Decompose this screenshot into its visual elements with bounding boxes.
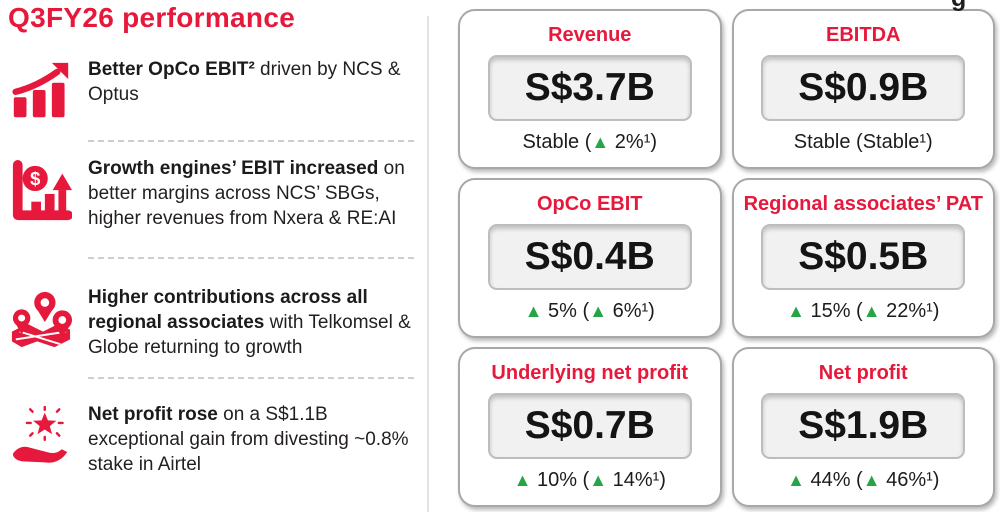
vertical-divider bbox=[427, 16, 429, 512]
cropped-letter-fragment: g bbox=[951, 0, 966, 13]
dashed-divider bbox=[88, 140, 414, 142]
metric-value: S$0.5B bbox=[798, 235, 929, 278]
highlight-text: Growth engines’ EBIT increased on better… bbox=[88, 156, 420, 231]
metric-card: OpCo EBIT S$0.4B ▲ 5% (▲ 6%¹) bbox=[458, 178, 722, 338]
metric-value-box: S$3.7B bbox=[487, 55, 692, 121]
metric-value-box: S$0.7B bbox=[487, 393, 692, 459]
dollar-growth-chart-icon: $ bbox=[6, 160, 76, 224]
highlight-rest: driven by NCS & Optus bbox=[88, 59, 401, 105]
metric-change: ▲ 15% (▲ 22%¹) bbox=[787, 300, 940, 322]
highlight-text: Net profit rose on a S$1.1B exceptional … bbox=[88, 402, 420, 477]
metric-value-box: S$0.5B bbox=[761, 224, 966, 290]
map-pins-icon bbox=[6, 289, 76, 351]
metric-card: EBITDA S$0.9B Stable (Stable¹) bbox=[731, 9, 995, 169]
highlight-bold: Better OpCo EBIT² bbox=[88, 59, 255, 80]
up-triangle-icon: ▲ bbox=[513, 470, 532, 490]
metric-value: S$0.4B bbox=[524, 235, 655, 278]
metric-change: ▲ 10% (▲ 14%¹) bbox=[513, 469, 666, 491]
bar-chart-rising-icon bbox=[6, 61, 76, 119]
metric-label: OpCo EBIT bbox=[536, 193, 643, 215]
metric-change: ▲ 5% (▲ 6%¹) bbox=[524, 300, 655, 322]
metric-value: S$3.7B bbox=[524, 66, 655, 109]
up-triangle-icon: ▲ bbox=[787, 470, 805, 490]
metric-card: Underlying net profit S$0.7B ▲ 10% (▲ 14… bbox=[458, 347, 722, 507]
metric-value-box: S$0.4B bbox=[487, 224, 692, 290]
up-triangle-icon: ▲ bbox=[862, 301, 881, 321]
up-triangle-icon: ▲ bbox=[591, 132, 610, 152]
up-triangle-icon: ▲ bbox=[524, 301, 543, 321]
metric-change: ▲ 44% (▲ 46%¹) bbox=[787, 469, 940, 491]
highlight-regional-associates: Higher contributions across all regional… bbox=[6, 285, 426, 360]
metric-label: EBITDA bbox=[826, 24, 901, 46]
highlight-bold: Growth engines’ EBIT increased bbox=[88, 158, 379, 179]
metric-value: S$1.9B bbox=[798, 404, 929, 447]
dashed-divider bbox=[88, 257, 414, 259]
up-triangle-icon: ▲ bbox=[862, 470, 881, 490]
highlight-rest: on better margins across NCS’ SBGs, high… bbox=[88, 158, 405, 229]
highlight-net-profit: Net profit rose on a S$1.1B exceptional … bbox=[6, 402, 426, 477]
metrics-grid: Revenue S$3.7B Stable (▲ 2%¹) EBITDA S$0… bbox=[458, 9, 995, 507]
highlight-rest: with Telkomsel & Globe returning to grow… bbox=[88, 312, 411, 358]
highlight-opco-ebit: Better OpCo EBIT² driven by NCS & Optus bbox=[6, 57, 426, 119]
metric-value: S$0.9B bbox=[798, 66, 929, 109]
metric-change: Stable (Stable¹) bbox=[793, 131, 933, 153]
highlight-text: Better OpCo EBIT² driven by NCS & Optus bbox=[88, 57, 420, 107]
metric-card: Revenue S$3.7B Stable (▲ 2%¹) bbox=[458, 9, 722, 169]
highlight-text: Higher contributions across all regional… bbox=[88, 285, 420, 360]
metric-label: Net profit bbox=[818, 362, 908, 384]
metric-card: Net profit S$1.9B ▲ 44% (▲ 46%¹) bbox=[731, 347, 995, 507]
metric-change: Stable (▲ 2%¹) bbox=[522, 131, 658, 153]
metric-card: Regional associates’ PAT S$0.5B ▲ 15% (▲… bbox=[731, 178, 995, 338]
page-title: Q3FY26 performance bbox=[8, 2, 296, 33]
highlight-growth-engines: $ Growth engines’ EBIT increased on bett… bbox=[6, 156, 426, 231]
metric-value-box: S$0.9B bbox=[761, 55, 966, 121]
highlight-rest: on a S$1.1B exceptional gain from divest… bbox=[88, 404, 409, 475]
metric-value-box: S$1.9B bbox=[761, 393, 966, 459]
highlight-bold: Net profit rose bbox=[88, 404, 218, 425]
svg-text:$: $ bbox=[30, 168, 40, 189]
highlight-bold: Higher contributions across all regional… bbox=[88, 287, 368, 333]
dashed-divider bbox=[88, 377, 414, 379]
up-triangle-icon: ▲ bbox=[787, 301, 805, 321]
metric-label: Regional associates’ PAT bbox=[743, 193, 983, 215]
metric-label: Revenue bbox=[548, 24, 632, 46]
metric-value: S$0.7B bbox=[524, 404, 655, 447]
metric-label: Underlying net profit bbox=[491, 362, 689, 384]
up-triangle-icon: ▲ bbox=[589, 301, 608, 321]
hand-star-icon bbox=[6, 406, 76, 468]
up-triangle-icon: ▲ bbox=[589, 470, 608, 490]
